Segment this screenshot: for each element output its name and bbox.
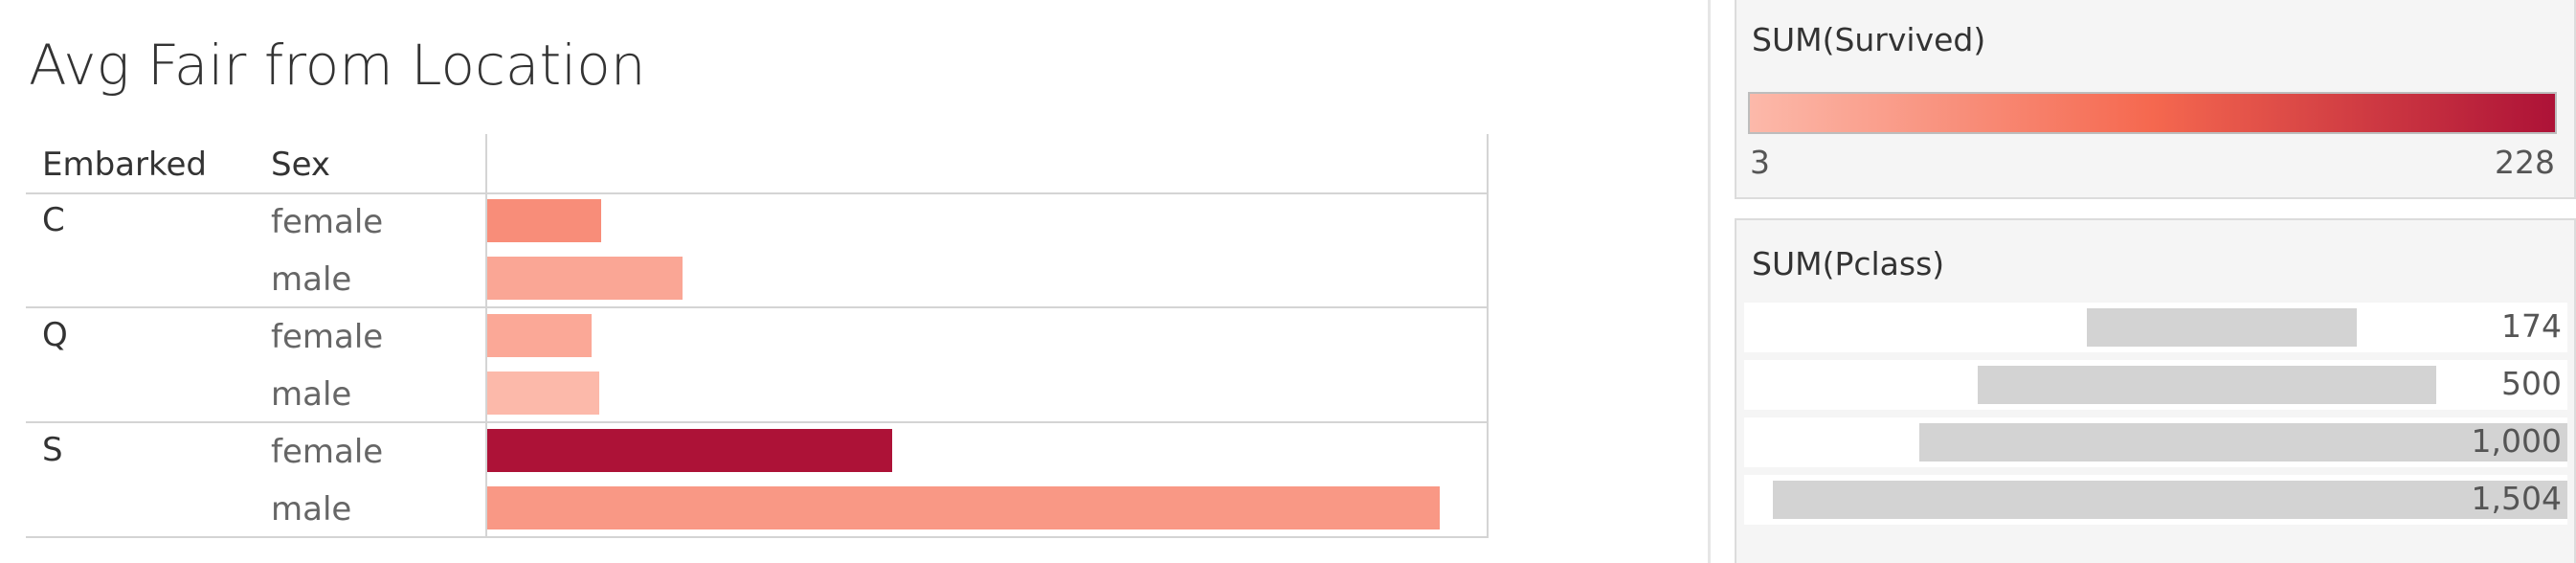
size-legend-bar — [1978, 366, 2436, 404]
size-legend-label: 174 — [2501, 307, 2562, 345]
axis-left-line — [485, 134, 487, 538]
size-legend-label: 1,504 — [2471, 480, 2562, 517]
group-divider-q-s — [26, 421, 1489, 423]
chart-title: Avg Fair from Location — [29, 33, 646, 98]
sex-label-c-male: male — [271, 260, 352, 299]
color-ramp-max-label: 228 — [2495, 144, 2555, 181]
size-legend-bar — [1773, 481, 2567, 519]
color-legend-title: SUM(Survived) — [1752, 21, 1986, 58]
size-legend-label: 1,000 — [2471, 422, 2562, 460]
bar-c-female[interactable] — [487, 199, 601, 242]
size-legend-title: SUM(Pclass) — [1752, 245, 1945, 282]
color-ramp-min-label: 3 — [1750, 144, 1770, 181]
sex-label-s-male: male — [271, 490, 352, 529]
size-legend-item: 1,000 — [1744, 417, 2567, 467]
pane-right-line — [1487, 134, 1489, 538]
size-legend-bar — [1919, 423, 2567, 462]
bar-s-female[interactable] — [487, 429, 892, 472]
bar-q-female[interactable] — [487, 314, 592, 357]
sex-label-q-male: male — [271, 375, 352, 414]
bar-q-male[interactable] — [487, 372, 599, 415]
color-legend-card: SUM(Survived) 3 228 — [1735, 0, 2576, 199]
size-legend-item: 1,504 — [1744, 475, 2567, 525]
size-legend-bar — [2087, 308, 2357, 347]
group-divider-c-q — [26, 306, 1489, 308]
header-embarked: Embarked — [42, 146, 207, 184]
size-legend-label: 500 — [2501, 365, 2562, 402]
embarked-label-c: C — [42, 201, 65, 239]
size-legend-item: 500 — [1744, 360, 2567, 410]
table-bottom-line — [26, 536, 1489, 538]
header-divider — [26, 192, 1489, 194]
size-legend-card: SUM(Pclass) 174 500 1,000 1,504 — [1735, 218, 2576, 563]
size-legend-item: 174 — [1744, 303, 2567, 352]
color-ramp — [1748, 92, 2557, 134]
legend-panel-divider — [1708, 0, 1711, 563]
embarked-label-s: S — [42, 431, 63, 469]
sex-label-s-female: female — [271, 433, 384, 471]
sex-label-c-female: female — [271, 203, 384, 241]
sex-label-q-female: female — [271, 318, 384, 356]
header-sex: Sex — [271, 146, 331, 184]
bar-c-male[interactable] — [487, 257, 683, 300]
bar-s-male[interactable] — [487, 486, 1440, 529]
embarked-label-q: Q — [42, 316, 68, 354]
